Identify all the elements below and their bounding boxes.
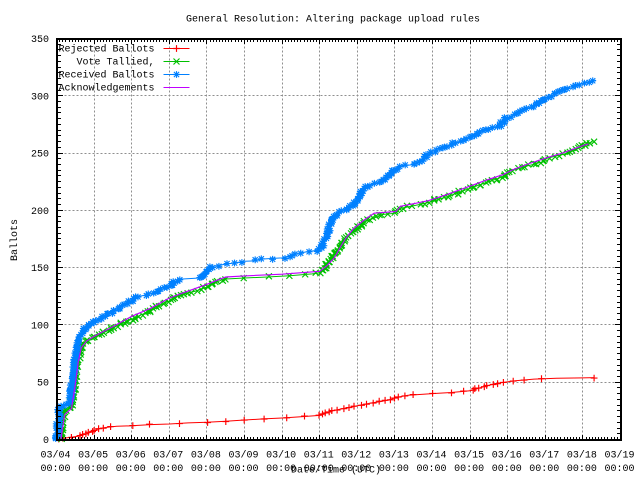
svg-text:150: 150 [31,264,49,275]
svg-text:03/19: 03/19 [604,450,634,462]
svg-text:03/17: 03/17 [529,450,559,462]
svg-text:00:00: 00:00 [304,464,334,475]
svg-text:Date/Time (UTC): Date/Time (UTC) [291,465,381,477]
svg-text:03/04: 03/04 [40,450,70,462]
svg-text:Acknowledgements: Acknowledgements [58,83,154,95]
svg-text:00:00: 00:00 [416,464,446,475]
svg-text:Received Ballots: Received Ballots [58,70,154,82]
svg-text:03/10: 03/10 [266,450,296,462]
svg-text:00:00: 00:00 [567,464,597,475]
svg-text:300: 300 [31,92,49,103]
svg-text:350: 350 [31,35,49,46]
svg-text:03/14: 03/14 [416,450,446,462]
svg-text:Vote Tallied,: Vote Tallied, [76,57,154,69]
svg-text:00:00: 00:00 [228,464,258,475]
svg-text:03/05: 03/05 [78,450,108,462]
svg-text:00:00: 00:00 [379,464,409,475]
svg-text:00:00: 00:00 [266,464,296,475]
svg-text:00:00: 00:00 [492,464,522,475]
svg-text:00:00: 00:00 [40,464,70,475]
svg-text:200: 200 [31,207,49,218]
svg-text:00:00: 00:00 [191,464,221,475]
svg-text:03/12: 03/12 [341,450,371,462]
svg-text:03/06: 03/06 [116,450,146,462]
svg-text:03/11: 03/11 [304,450,334,462]
svg-text:03/07: 03/07 [153,450,183,462]
svg-text:50: 50 [37,379,49,390]
svg-text:00:00: 00:00 [529,464,559,475]
svg-text:Rejected Ballots: Rejected Ballots [58,44,154,56]
svg-text:03/09: 03/09 [228,450,258,462]
svg-text:00:00: 00:00 [604,464,634,475]
svg-text:03/15: 03/15 [454,450,484,462]
svg-text:Ballots: Ballots [9,219,21,261]
svg-text:100: 100 [31,321,49,332]
svg-text:03/08: 03/08 [191,450,221,462]
svg-text:0: 0 [43,436,49,447]
svg-text:03/16: 03/16 [492,450,522,462]
svg-text:250: 250 [31,150,49,161]
svg-text:General Resolution: Altering p: General Resolution: Altering package upl… [186,14,480,26]
svg-text:03/13: 03/13 [379,450,409,462]
svg-text:00:00: 00:00 [116,464,146,475]
svg-text:00:00: 00:00 [341,464,371,475]
svg-text:00:00: 00:00 [153,464,183,475]
svg-text:03/18: 03/18 [567,450,597,462]
svg-text:00:00: 00:00 [78,464,108,475]
svg-text:00:00: 00:00 [454,464,484,475]
